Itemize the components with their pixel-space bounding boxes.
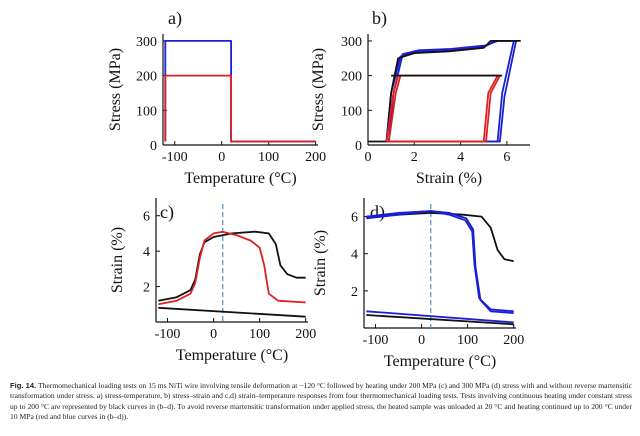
y-tick-label: 6: [143, 210, 150, 225]
y-tick-label: 300: [341, 35, 362, 50]
series-blue-curve: [366, 310, 514, 324]
y-axis-title: Stress (MPa): [107, 48, 124, 131]
y-tick-label: 4: [351, 248, 358, 263]
panel-label: c): [160, 202, 174, 223]
x-tick-label: 0: [218, 150, 225, 165]
y-axis-title: Strain (%): [312, 230, 329, 296]
y-axis-title: Strain (%): [109, 227, 126, 293]
x-tick-label: 200: [295, 327, 316, 342]
y-tick-label: 4: [143, 245, 150, 260]
series-blue-curve: [164, 40, 316, 143]
series-red-curve: [158, 230, 306, 306]
x-tick-label: 0: [365, 150, 372, 165]
x-tick-label: -100: [363, 333, 389, 348]
x-tick-label: 200: [305, 150, 326, 165]
figure-caption: Fig. 14. Thermomechanical loading tests …: [10, 381, 632, 423]
y-tick-label: 0: [355, 139, 362, 154]
x-tick-label: -100: [155, 327, 181, 342]
x-tick-label: 100: [249, 327, 270, 342]
panel-label: d): [370, 202, 385, 223]
x-tick-label: 6: [503, 150, 510, 165]
y-tick-label: 300: [136, 35, 157, 50]
y-tick-label: 100: [136, 104, 157, 119]
x-tick-label: 100: [457, 333, 478, 348]
y-tick-label: 2: [143, 281, 150, 296]
y-tick-label: 200: [341, 70, 362, 85]
y-tick-label: 200: [136, 70, 157, 85]
x-axis-title: Strain (%): [416, 170, 482, 187]
x-axis-title: Temperature (°C): [176, 347, 288, 364]
series-blue-curve: [387, 40, 517, 143]
x-tick-label: 200: [503, 333, 524, 348]
y-tick-label: 2: [351, 285, 358, 300]
y-tick-label: 100: [341, 104, 362, 119]
x-axis-title: Temperature (°C): [384, 353, 496, 370]
series-blue-curve: [366, 210, 514, 314]
x-tick-label: 4: [457, 150, 464, 165]
panel-4: -100 0 100 200 2 4 6 Temperature (°C) Strain (%)…: [312, 198, 524, 370]
x-tick-label: 0: [418, 333, 425, 348]
x-tick-label: 2: [411, 150, 418, 165]
series-black-curve: [366, 314, 514, 326]
panel-3: -100 0 100 200 2 4 6 Temperature (°C) Strain (%)…: [109, 198, 316, 364]
series-red-curve: [385, 74, 499, 143]
series-red-curve: [387, 74, 501, 143]
caption-label: Fig. 14.: [10, 381, 37, 390]
series-black-curve: [158, 230, 306, 302]
panel-label: a): [168, 8, 182, 29]
y-tick-label: 0: [150, 139, 157, 154]
caption-text: Thermomechanical loading tests on 15 ms …: [10, 381, 632, 422]
series-red-curve: [164, 74, 316, 143]
panel-1: -100 0 100 200 0 100 200 300 Temperature (°C) Str…: [107, 8, 326, 187]
series-black-curve: [366, 212, 514, 262]
x-tick-label: 0: [210, 327, 217, 342]
series-blue-curve: [366, 210, 514, 313]
panel-label: b): [372, 8, 387, 29]
x-tick-label: 100: [258, 150, 279, 165]
series-black-curve: [158, 306, 306, 318]
x-tick-label: -100: [162, 150, 188, 165]
x-axis-title: Temperature (°C): [184, 170, 296, 187]
y-axis-title: Stress (MPa): [310, 48, 327, 131]
panel-2: 0 2 4 6 0 100 200 300 Strain (%) Stress (MPa) b): [310, 8, 530, 187]
y-tick-label: 6: [351, 211, 358, 226]
